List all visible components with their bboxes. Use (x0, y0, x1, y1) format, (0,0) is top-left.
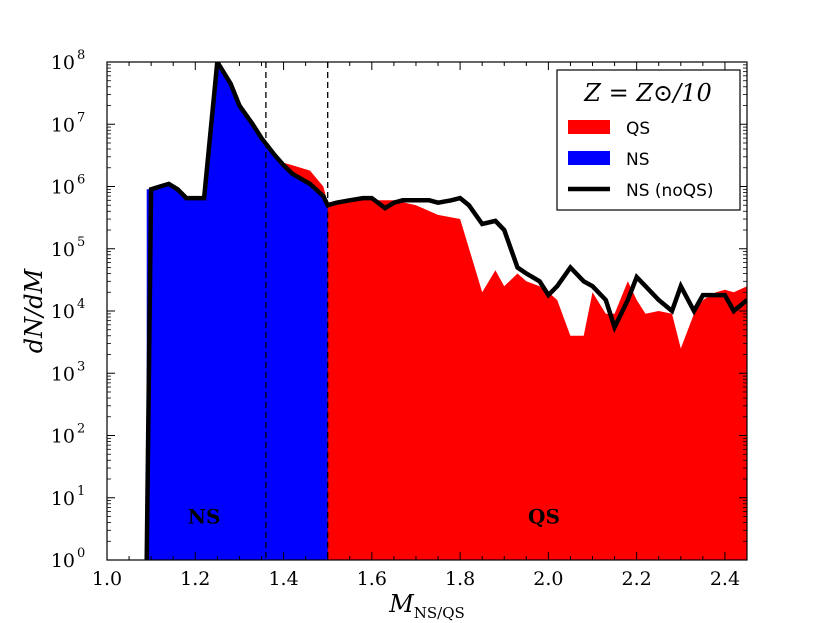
y-tick-exponent: 2 (77, 422, 85, 437)
y-tick-label: 10 (51, 550, 75, 572)
y-tick-label: 10 (51, 488, 75, 510)
legend: Z = Z⊙/10 QS NS NS (noQS) (556, 69, 741, 211)
area-qs (261, 138, 747, 560)
y-tick-label: 10 (51, 426, 75, 448)
y-tick-label: 10 (51, 239, 75, 261)
threshold-lines (265, 62, 329, 560)
legend-label-ns: NS (626, 150, 650, 170)
x-tick-label: 1.0 (92, 568, 122, 590)
legend-label-ns-noqs: NS (noQS) (626, 181, 714, 201)
area-ns (146, 62, 328, 560)
region-labels: NS QS (188, 504, 560, 528)
y-tick-exponent: 7 (77, 110, 85, 125)
y-tick-label: 10 (51, 177, 75, 199)
x-tick-label: 1.6 (357, 568, 387, 590)
x-tick-label: 2.2 (622, 568, 652, 590)
y-axis-label: dN/dM (20, 267, 48, 353)
y-tick-label: 10 (51, 114, 75, 136)
x-tick-label: 1.8 (445, 568, 475, 590)
x-tick-label: 2.0 (533, 568, 563, 590)
legend-title: Z = Z⊙/10 (583, 79, 711, 107)
legend-label-qs: QS (626, 119, 650, 139)
y-tick-label: 10 (51, 301, 75, 323)
line-ns-noqs (144, 62, 747, 560)
legend-swatch-qs (568, 120, 610, 134)
y-tick-exponent: 5 (77, 235, 85, 250)
y-tick-exponent: 8 (77, 48, 85, 63)
legend-box (556, 69, 741, 211)
axis-ticks: 1.0 1.2 1.4 1.6 1.8 2.0 2.2 2.410 010 110 210 310 41… (51, 48, 748, 590)
x-tick-label: 1.4 (268, 568, 298, 590)
region-label-ns: NS (188, 504, 221, 528)
y-tick-label: 10 (51, 363, 75, 385)
y-tick-exponent: 1 (77, 484, 85, 499)
x-axis-label: MNS/QS (388, 590, 465, 622)
region-label-qs: QS (528, 504, 560, 528)
y-tick-exponent: 0 (77, 546, 85, 561)
y-tick-exponent: 6 (77, 173, 85, 188)
legend-swatch-ns (568, 151, 610, 165)
y-tick-exponent: 3 (77, 359, 85, 374)
y-tick-label: 10 (51, 52, 75, 74)
x-tick-label: 2.4 (710, 568, 740, 590)
y-tick-exponent: 4 (77, 297, 85, 312)
plot-area (144, 62, 747, 560)
x-tick-label: 1.2 (180, 568, 210, 590)
